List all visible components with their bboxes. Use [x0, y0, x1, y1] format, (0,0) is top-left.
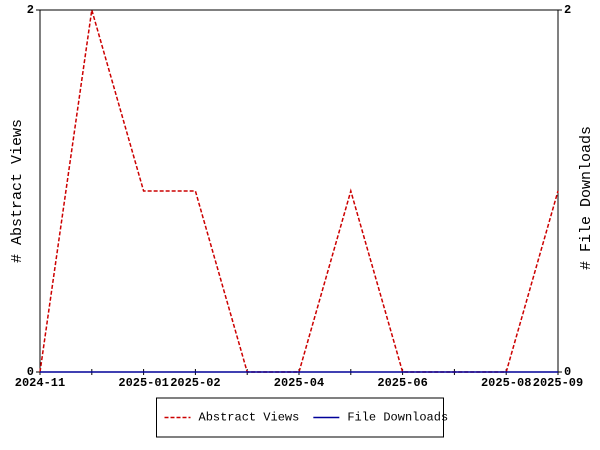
legend-box: [156, 397, 444, 438]
series-line: [39, 9, 559, 373]
y-tick-label: 2: [27, 3, 34, 17]
x-tick-label: 2025-06: [377, 376, 427, 390]
y2-tick-label: 2: [564, 3, 571, 17]
x-tick-label: 2025-04: [274, 376, 324, 390]
legend: Abstract Views File Downloads: [156, 397, 448, 438]
plot-frame: [39, 9, 559, 373]
x-tick-label: 2024-11: [15, 376, 65, 390]
x-tick-label: 2025-08: [481, 376, 531, 390]
y-tick-label: 0: [27, 365, 34, 379]
y2-tick-label: 0: [564, 365, 571, 379]
legend-label: File Downloads: [347, 411, 448, 425]
x-tick-label: 2025-09: [533, 376, 583, 390]
legend-label: Abstract Views: [199, 411, 300, 425]
x-tick-label: 2025-01: [118, 376, 168, 390]
y2-axis-title: # File Downloads: [578, 126, 595, 270]
y-axis-title: # Abstract Views: [9, 119, 26, 263]
x-tick-label: 2025-02: [170, 376, 220, 390]
